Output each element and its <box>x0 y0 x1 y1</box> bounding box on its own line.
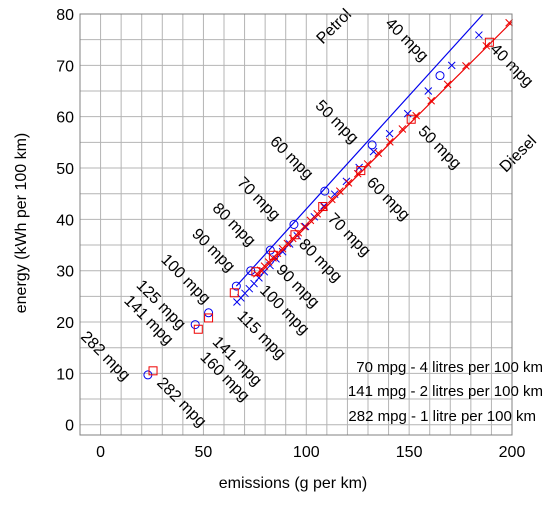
annotation-label: 70 mpg <box>234 174 284 224</box>
highlight-point <box>290 230 300 240</box>
y-tick-label: 40 <box>56 212 74 229</box>
data-point <box>424 87 433 95</box>
highlight-point <box>318 202 328 212</box>
data-point <box>374 149 383 157</box>
highlight-point <box>435 71 445 81</box>
tick-labels: 0 50 100 150 200 0 10 20 30 40 50 60 70 80 <box>56 7 525 461</box>
highlight-point <box>320 186 330 196</box>
annotation-label: 50 mpg <box>312 97 362 147</box>
y-tick-label: 30 <box>56 264 74 281</box>
data-point <box>412 111 420 120</box>
notes: 70 mpg - 4 litres per 100 km 141 mpg - 2… <box>348 359 543 425</box>
y-axis-title: energy (kWh per 100 km) <box>13 133 30 314</box>
data-point <box>462 62 470 70</box>
highlight-point <box>251 267 261 277</box>
data-point <box>335 187 344 195</box>
highlight-point <box>148 366 158 376</box>
data-point <box>344 179 353 187</box>
annotation-label: 80 mpg <box>295 236 345 286</box>
series-layer <box>143 13 513 380</box>
y-tick-label: 80 <box>56 7 74 24</box>
y-tick-label: 20 <box>56 315 74 332</box>
data-point <box>278 247 287 256</box>
annotation-label: 70 mpg <box>324 210 374 260</box>
annotation-label: 50 mpg <box>415 123 465 173</box>
data-point <box>475 31 483 39</box>
highlight-point <box>289 220 299 229</box>
highlight-point <box>268 250 278 260</box>
highlight-point <box>229 288 239 298</box>
data-point <box>443 80 452 89</box>
highlight-point <box>193 324 203 334</box>
highlight-point <box>231 281 241 291</box>
annotation-label: Petrol <box>314 6 356 48</box>
data-point <box>301 222 310 231</box>
highlight-point <box>265 245 275 255</box>
data-point <box>385 129 394 138</box>
x-tick-label: 0 <box>96 444 105 461</box>
highlight-point <box>406 114 416 124</box>
data-point <box>327 195 336 204</box>
data-point <box>447 61 456 70</box>
data-point <box>353 169 362 178</box>
data-point <box>313 209 322 218</box>
highlight-point <box>356 166 366 176</box>
series-petrol <box>143 13 484 380</box>
note-282mpg: 282 mpg - 1 litre per 100 km <box>348 408 536 425</box>
data-point <box>306 216 315 225</box>
x-tick-label: 200 <box>499 444 526 461</box>
annotation-label: 282 mpg <box>153 374 209 430</box>
annotation-label: 60 mpg <box>363 174 413 224</box>
data-point <box>505 18 513 27</box>
series-line <box>235 13 484 287</box>
data-point <box>403 109 412 118</box>
x-tick-label: 50 <box>195 444 213 461</box>
highlight-point <box>204 313 214 323</box>
y-tick-label: 60 <box>56 110 74 127</box>
data-point <box>233 298 241 306</box>
y-tick-label: 0 <box>65 418 74 435</box>
x-tick-label: 100 <box>293 444 320 461</box>
x-tick-label: 150 <box>396 444 423 461</box>
y-tick-label: 50 <box>56 161 74 178</box>
x-axis-title: emissions (g per km) <box>219 475 367 492</box>
plot-frame <box>79 13 513 436</box>
data-point <box>427 96 436 105</box>
annotation-label: 60 mpg <box>266 133 316 183</box>
note-70mpg: 70 mpg - 4 litres per 100 km <box>356 359 543 376</box>
data-point <box>300 222 309 231</box>
highlight-point <box>246 266 256 276</box>
y-tick-label: 70 <box>56 58 74 75</box>
y-tick-label: 10 <box>56 366 74 383</box>
data-point <box>385 137 394 146</box>
note-141mpg: 141 mpg - 2 litres per 100 km <box>348 383 543 400</box>
highlight-point <box>484 37 494 47</box>
series-diesel <box>148 18 513 376</box>
data-point <box>398 125 407 133</box>
annotation-label: Diesel <box>497 133 540 176</box>
highlight-point <box>190 320 200 330</box>
highlight-point <box>204 308 214 318</box>
highlight-point <box>367 140 377 150</box>
annotation-label: 282 mpg <box>77 328 133 384</box>
